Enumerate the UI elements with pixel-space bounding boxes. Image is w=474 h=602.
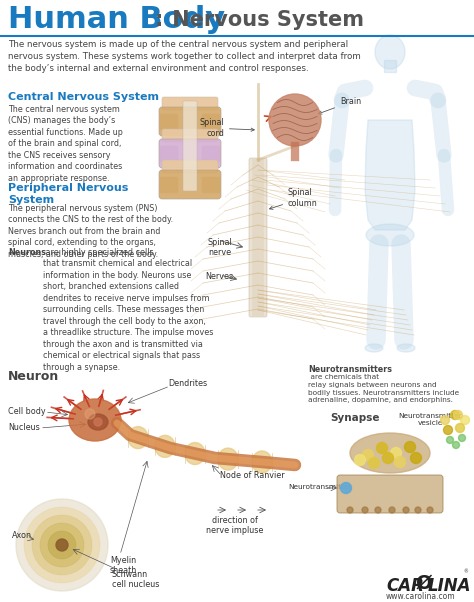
Text: Neurotransmitter
vesicle: Neurotransmitter vesicle bbox=[398, 413, 462, 426]
FancyBboxPatch shape bbox=[159, 170, 221, 199]
Circle shape bbox=[444, 426, 453, 435]
Text: Human Body: Human Body bbox=[8, 5, 225, 34]
FancyBboxPatch shape bbox=[160, 114, 178, 130]
Circle shape bbox=[394, 456, 405, 468]
Text: Cell body: Cell body bbox=[8, 408, 46, 417]
Text: Spinal
cord: Spinal cord bbox=[199, 119, 254, 138]
Text: direction of
nerve impluse: direction of nerve impluse bbox=[206, 516, 264, 535]
Circle shape bbox=[376, 442, 388, 453]
FancyBboxPatch shape bbox=[202, 177, 220, 193]
Ellipse shape bbox=[185, 442, 205, 465]
Text: Node of Ranvier: Node of Ranvier bbox=[220, 471, 284, 480]
Text: Synapse: Synapse bbox=[330, 413, 380, 423]
Circle shape bbox=[368, 458, 380, 468]
Circle shape bbox=[48, 531, 76, 559]
Ellipse shape bbox=[397, 344, 415, 352]
Circle shape bbox=[269, 94, 321, 146]
Circle shape bbox=[403, 507, 409, 513]
FancyBboxPatch shape bbox=[160, 177, 178, 193]
Circle shape bbox=[447, 436, 454, 444]
Circle shape bbox=[453, 441, 459, 448]
Circle shape bbox=[340, 482, 352, 494]
Text: www.carolina.com: www.carolina.com bbox=[386, 592, 456, 601]
Polygon shape bbox=[365, 120, 415, 230]
Ellipse shape bbox=[350, 433, 430, 473]
FancyBboxPatch shape bbox=[162, 160, 218, 173]
Circle shape bbox=[363, 450, 374, 461]
Text: ®: ® bbox=[464, 569, 468, 574]
Ellipse shape bbox=[366, 224, 414, 246]
Ellipse shape bbox=[252, 451, 272, 473]
Text: Spinal
column: Spinal column bbox=[270, 188, 318, 209]
Text: Neurotransmitters: Neurotransmitters bbox=[308, 365, 392, 374]
FancyBboxPatch shape bbox=[159, 107, 221, 136]
Circle shape bbox=[456, 423, 465, 432]
Circle shape bbox=[391, 447, 401, 459]
Circle shape bbox=[450, 411, 459, 420]
Ellipse shape bbox=[365, 344, 383, 352]
Text: Neurons: Neurons bbox=[8, 248, 46, 257]
Ellipse shape bbox=[88, 414, 108, 430]
Text: LINA: LINA bbox=[428, 577, 472, 595]
Text: Brain: Brain bbox=[319, 98, 361, 114]
Circle shape bbox=[383, 453, 393, 464]
Circle shape bbox=[32, 515, 92, 575]
Ellipse shape bbox=[375, 35, 405, 69]
Circle shape bbox=[16, 499, 108, 591]
FancyBboxPatch shape bbox=[160, 146, 178, 162]
FancyBboxPatch shape bbox=[183, 101, 197, 191]
Ellipse shape bbox=[128, 427, 148, 448]
Text: CAR: CAR bbox=[386, 577, 424, 595]
Circle shape bbox=[355, 455, 365, 465]
Circle shape bbox=[347, 507, 353, 513]
Circle shape bbox=[410, 453, 421, 464]
Circle shape bbox=[94, 418, 102, 426]
FancyBboxPatch shape bbox=[249, 158, 267, 317]
Circle shape bbox=[362, 507, 368, 513]
Text: are highly specialized cells
that transmit chemical and electrical
information i: are highly specialized cells that transm… bbox=[43, 248, 213, 371]
Ellipse shape bbox=[69, 399, 121, 441]
Bar bbox=[384, 60, 396, 72]
Text: The peripheral nervous system (PNS)
connects the CNS to the rest of the body.
Ne: The peripheral nervous system (PNS) conn… bbox=[8, 204, 173, 259]
Ellipse shape bbox=[155, 435, 175, 458]
Text: Nerves: Nerves bbox=[205, 272, 233, 281]
FancyBboxPatch shape bbox=[159, 139, 221, 168]
FancyBboxPatch shape bbox=[202, 114, 220, 130]
Text: Dendrites: Dendrites bbox=[168, 379, 207, 388]
Circle shape bbox=[415, 507, 421, 513]
Text: Nucleus: Nucleus bbox=[8, 423, 40, 432]
Ellipse shape bbox=[218, 448, 238, 470]
Text: Neurotransmitter: Neurotransmitter bbox=[288, 484, 352, 490]
FancyBboxPatch shape bbox=[337, 475, 443, 513]
Circle shape bbox=[375, 507, 381, 513]
Text: Spinal
nerve: Spinal nerve bbox=[208, 238, 233, 258]
Text: :: : bbox=[155, 10, 164, 30]
Text: Neuron: Neuron bbox=[8, 370, 59, 383]
Circle shape bbox=[40, 523, 84, 567]
Text: Central Nervous System: Central Nervous System bbox=[8, 92, 159, 102]
FancyBboxPatch shape bbox=[162, 97, 218, 110]
Circle shape bbox=[56, 539, 68, 551]
FancyBboxPatch shape bbox=[162, 129, 218, 142]
Text: The nervous system is made up of the central nervous system and peripheral
nervo: The nervous system is made up of the cen… bbox=[8, 40, 361, 73]
Text: are chemicals that
relay signals between neurons and
bodily tissues. Neurotransm: are chemicals that relay signals between… bbox=[308, 374, 459, 403]
Text: Axon: Axon bbox=[12, 532, 32, 541]
Circle shape bbox=[454, 411, 463, 420]
Circle shape bbox=[461, 415, 470, 424]
Circle shape bbox=[427, 507, 433, 513]
FancyBboxPatch shape bbox=[202, 146, 220, 162]
Text: The central nervous system
(CNS) manages the body’s
essential functions. Made up: The central nervous system (CNS) manages… bbox=[8, 105, 123, 182]
Text: Peripheral Nervous
System: Peripheral Nervous System bbox=[8, 183, 128, 205]
Text: Ø: Ø bbox=[416, 574, 433, 593]
Text: Myelin
sheath: Myelin sheath bbox=[110, 556, 137, 576]
Circle shape bbox=[389, 507, 395, 513]
Text: Nervous System: Nervous System bbox=[165, 10, 364, 30]
Text: Schwann
cell nucleus: Schwann cell nucleus bbox=[112, 570, 159, 589]
Circle shape bbox=[458, 435, 465, 441]
Circle shape bbox=[404, 441, 416, 453]
Circle shape bbox=[440, 415, 449, 424]
Circle shape bbox=[85, 409, 95, 419]
Circle shape bbox=[24, 507, 100, 583]
